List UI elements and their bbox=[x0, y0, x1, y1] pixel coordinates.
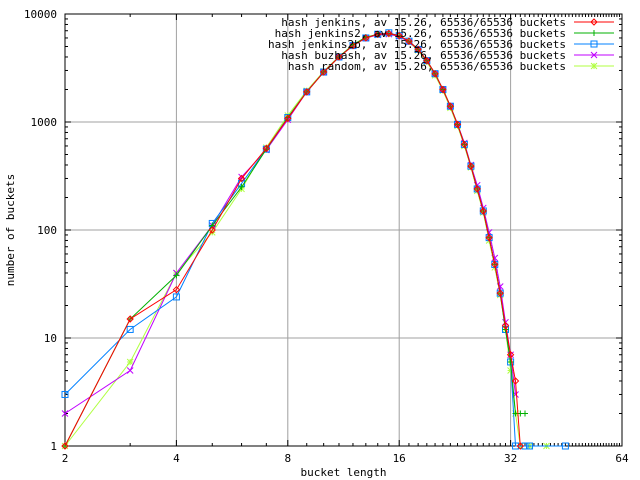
series-point bbox=[491, 260, 499, 269]
series-line bbox=[64, 32, 521, 447]
series-point bbox=[516, 442, 525, 450]
series-point bbox=[172, 293, 180, 301]
series-point bbox=[485, 233, 493, 242]
series-point bbox=[405, 37, 413, 45]
series-point bbox=[319, 68, 328, 76]
series-point bbox=[126, 325, 134, 333]
series-point bbox=[362, 34, 370, 42]
series-point bbox=[284, 114, 292, 123]
series-point bbox=[526, 442, 534, 450]
series-point bbox=[423, 56, 431, 65]
series-point bbox=[506, 351, 515, 359]
legend: hash jenkins, av 15.26, 65536/65536 buck… bbox=[268, 16, 614, 73]
series-point bbox=[501, 321, 510, 330]
series-point bbox=[173, 272, 180, 279]
legend-label: hash random, av 15.26, 65536/65536 bucke… bbox=[288, 60, 566, 73]
series-point bbox=[237, 174, 246, 183]
series-point bbox=[335, 53, 343, 61]
series-point bbox=[439, 85, 447, 94]
y-tick-label: 1 bbox=[50, 440, 57, 453]
series-point bbox=[446, 102, 455, 110]
series-point bbox=[238, 184, 245, 191]
series-line bbox=[64, 33, 547, 447]
series-point bbox=[172, 285, 181, 294]
series-2 bbox=[62, 30, 529, 449]
series-point bbox=[522, 410, 529, 417]
series-point bbox=[395, 31, 403, 40]
series-1 bbox=[61, 29, 525, 450]
series-point bbox=[479, 207, 488, 215]
series-point bbox=[431, 69, 439, 78]
series-line bbox=[64, 32, 525, 447]
series-point bbox=[208, 226, 216, 234]
y-tick-label: 1000 bbox=[31, 116, 58, 129]
x-tick-label: 2 bbox=[62, 452, 69, 465]
legend-marker bbox=[590, 40, 598, 48]
series-point bbox=[453, 120, 462, 129]
legend-label: hash jenkins2b, av 15.26, 65536/65536 bu… bbox=[268, 38, 566, 51]
legend-marker bbox=[590, 18, 598, 26]
legend-marker bbox=[591, 30, 597, 36]
x-tick-label: 64 bbox=[615, 452, 629, 465]
series-point bbox=[61, 410, 69, 417]
series-point bbox=[61, 442, 69, 450]
series-group bbox=[61, 29, 569, 450]
series-point bbox=[496, 289, 504, 297]
axis-ticks: 2 4 8 16 32 64 1 10 100 1000 10000 bbox=[24, 8, 629, 465]
series-4 bbox=[61, 30, 519, 417]
legend-marker bbox=[590, 62, 598, 70]
legend-label: hash jenkins, av 15.26, 65536/65536 buck… bbox=[281, 16, 566, 29]
y-tick-label: 10000 bbox=[24, 8, 57, 21]
series-point bbox=[460, 140, 469, 149]
series-point bbox=[561, 442, 569, 450]
series-point bbox=[512, 442, 520, 450]
x-tick-label: 16 bbox=[393, 452, 406, 465]
series-point bbox=[349, 41, 357, 50]
x-tick-label: 32 bbox=[504, 452, 517, 465]
series-point bbox=[511, 377, 520, 385]
series-point bbox=[126, 367, 134, 374]
series-3 bbox=[61, 29, 569, 450]
series-point bbox=[467, 162, 475, 170]
series-point bbox=[414, 45, 422, 54]
legend-label: hash buzhash, av 15.26, 65536/65536 buck… bbox=[281, 49, 566, 62]
x-tick-label: 8 bbox=[284, 452, 291, 465]
series-point bbox=[374, 30, 382, 38]
y-tick-label: 10 bbox=[44, 332, 57, 345]
series-point bbox=[126, 358, 134, 366]
series-point bbox=[262, 144, 271, 153]
legend-marker bbox=[590, 51, 598, 59]
series-point bbox=[507, 358, 514, 365]
series-point bbox=[126, 315, 134, 323]
series-point bbox=[61, 390, 69, 398]
series-point bbox=[473, 185, 481, 193]
x-axis-label: bucket length bbox=[300, 466, 386, 479]
legend-label: hash jenkins2, av 15.26, 65536/65536 buc… bbox=[275, 27, 566, 40]
grid-lines bbox=[64, 13, 623, 447]
series-point bbox=[303, 88, 311, 96]
series-point bbox=[385, 29, 393, 38]
y-tick-label: 100 bbox=[37, 224, 57, 237]
y-axis-label: number of buckets bbox=[4, 174, 17, 287]
series-point bbox=[521, 442, 529, 450]
x-tick-label: 4 bbox=[173, 452, 180, 465]
